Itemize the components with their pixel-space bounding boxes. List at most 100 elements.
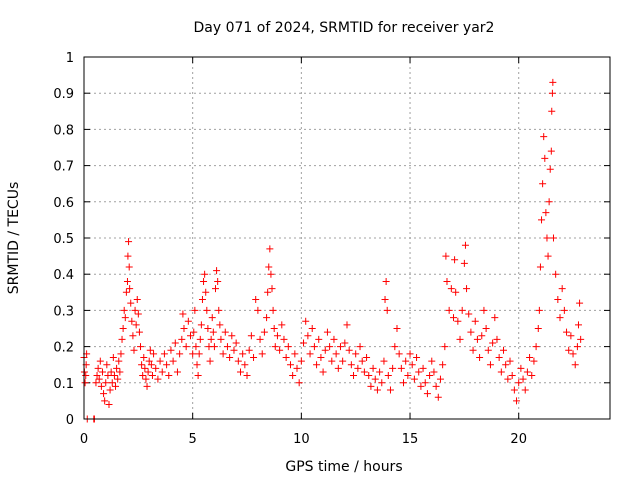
data-point [546,165,554,173]
data-point [310,343,318,351]
y-tick-label: 0.4 [53,268,74,283]
data-point [463,285,471,293]
data-point [406,350,414,358]
data-point [216,321,224,329]
data-point [198,296,206,304]
data-point [291,350,299,358]
y-tick-label: 0.1 [53,377,74,392]
data-point [528,372,536,380]
data-point [350,372,358,380]
data-point [293,364,301,372]
y-tick-label: 0 [66,413,74,428]
y-tick-label: 0.6 [53,196,74,211]
data-point [434,393,442,401]
plot-frame [83,56,611,420]
data-point [250,353,258,361]
data-point [141,364,149,372]
data-point [535,306,543,314]
data-point [332,350,340,358]
data-point [276,346,284,354]
data-point [120,306,128,314]
data-point [273,332,281,340]
data-point [456,335,464,343]
data-point [230,346,238,354]
data-point [419,364,427,372]
data-point [447,285,455,293]
data-point [232,339,240,347]
data-point [450,314,458,322]
data-point [328,357,336,365]
data-point [202,288,210,296]
data-point [540,133,548,141]
data-point [548,107,556,115]
data-point [541,154,549,162]
data-point [148,372,156,380]
data-point [480,306,488,314]
data-point [521,386,529,394]
data-point [326,343,334,351]
data-point [191,306,199,314]
data-point [101,397,109,405]
data-point [371,375,379,383]
data-point [95,375,103,383]
data-point [152,364,160,372]
data-point [236,368,244,376]
data-point [465,310,473,318]
data-point [373,386,381,394]
data-point [131,306,139,314]
data-point [243,372,251,380]
data-point [408,361,416,369]
data-point [538,216,546,224]
data-point [190,328,198,336]
data-point [150,350,158,358]
data-point [165,372,173,380]
data-point [122,288,130,296]
x-tick-label: 15 [402,432,419,447]
data-point [210,343,218,351]
data-point [142,375,150,383]
data-point [484,346,492,354]
y-tick-label: 0.8 [53,123,74,138]
data-point [295,379,303,387]
data-point [105,401,113,409]
data-point [147,361,155,369]
data-point [203,306,211,314]
data-point [339,357,347,365]
data-point [119,325,127,332]
data-point [306,350,314,358]
data-point [289,372,297,380]
data-point [519,375,527,383]
data-point [508,372,516,380]
data-point [268,285,276,293]
data-point [245,346,253,354]
data-point [201,270,209,278]
data-point [128,317,136,325]
data-point [548,89,556,97]
data-point [200,277,208,285]
data-point [436,375,444,383]
data-point [389,364,397,372]
data-point [195,350,203,358]
data-point [138,361,146,369]
data-point [263,314,271,322]
data-point [158,368,166,376]
data-point [254,306,262,314]
y-tick-label: 0.2 [53,341,74,356]
data-point [441,343,449,351]
data-point [381,296,389,304]
data-point [160,350,168,358]
data-point [451,256,459,264]
data-point [193,361,201,369]
data-point [542,209,550,217]
data-point [565,346,573,354]
data-point [228,332,236,340]
data-point [504,375,512,383]
data-point [556,314,564,322]
data-point [391,343,399,351]
data-point [452,288,460,296]
y-tick-label: 0.5 [53,232,74,247]
data-point [180,325,188,332]
data-point [213,267,221,275]
data-point [360,368,368,376]
